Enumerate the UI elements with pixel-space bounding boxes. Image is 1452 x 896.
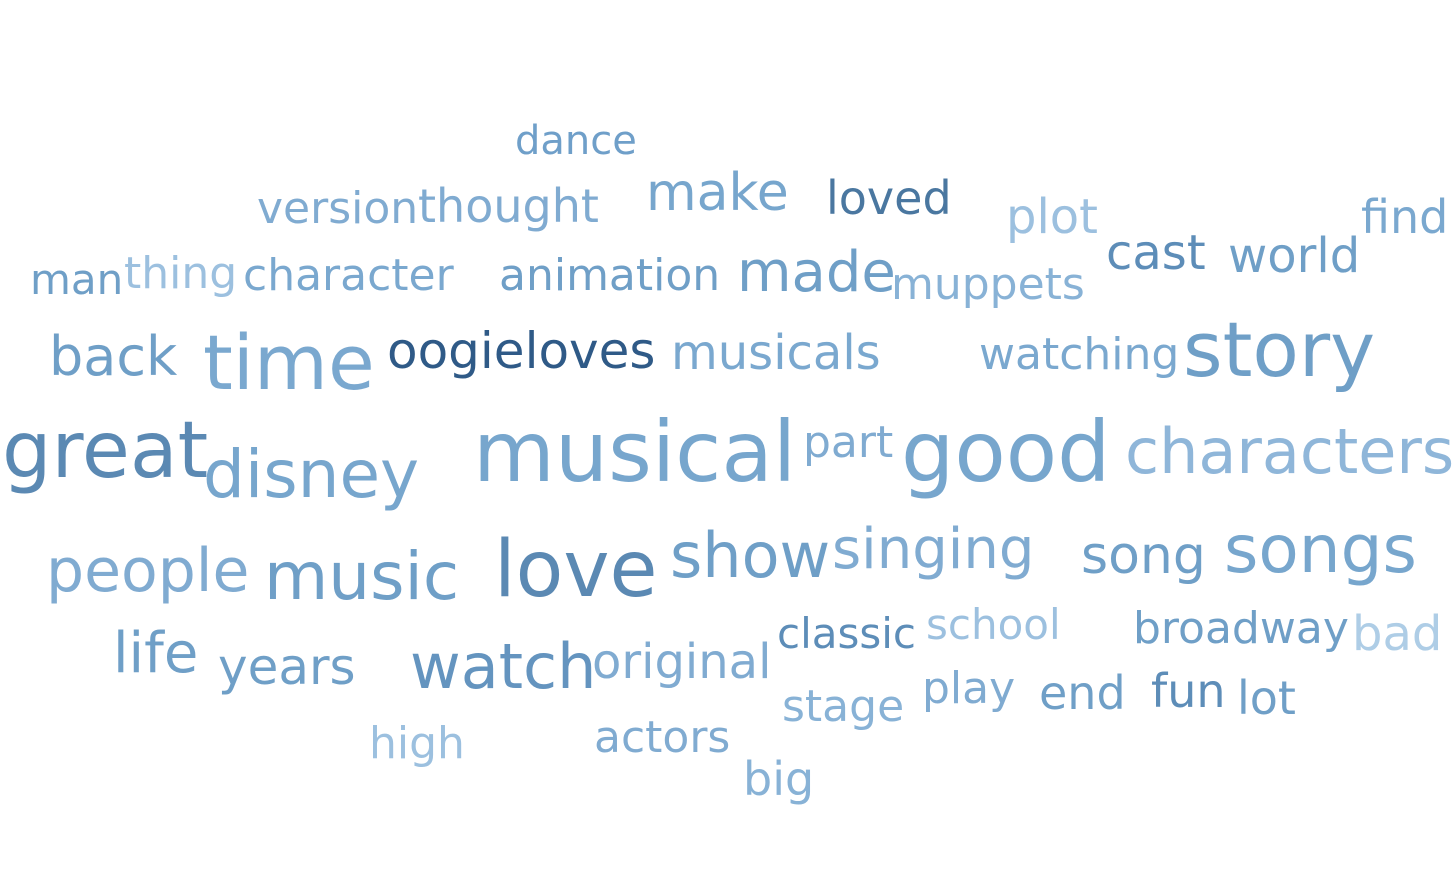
word-show: show [670,519,831,592]
word-characters: characters [1125,415,1452,488]
word-end: end [1039,666,1126,720]
word-oogieloves: oogieloves [387,322,656,380]
word-good: good [901,403,1111,501]
word-character: character [243,250,454,301]
word-classic: classic [777,609,917,658]
word-watch: watch [410,630,597,703]
word-broadway: broadway [1133,603,1349,654]
word-musical: musical [473,403,797,501]
word-man: man [30,255,124,304]
word-time: time [203,318,375,407]
word-part: part [803,417,894,468]
word-music: music [264,538,460,615]
word-story: story [1183,305,1376,394]
word-love: love [494,525,658,615]
word-play: play [922,663,1016,714]
word-animation: animation [499,250,721,301]
word-years: years [218,638,356,696]
word-find: find [1361,190,1449,244]
word-stage: stage [782,681,905,732]
word-original: original [592,634,772,690]
word-version: version [257,183,419,234]
word-thing: thing [124,248,238,299]
word-make: make [646,163,789,223]
word-bad: bad [1352,606,1443,662]
word-people: people [46,536,250,606]
word-actors: actors [594,712,731,763]
word-plot: plot [1006,189,1098,245]
word-musicals: musicals [671,325,881,381]
word-back: back [49,325,178,388]
word-singing: singing [832,517,1035,582]
word-lot: lot [1237,671,1296,725]
word-world: world [1228,228,1361,284]
word-high: high [369,718,465,769]
word-cast: cast [1106,225,1206,281]
word-disney: disney [203,436,420,513]
word-school: school [926,600,1061,649]
word-watching: watching [979,329,1180,380]
word-life: life [113,621,199,686]
word-songs: songs [1224,511,1417,588]
word-big: big [743,752,815,806]
word-great: great [2,406,209,496]
word-made: made [737,240,896,305]
word-loved: loved [826,171,952,225]
word-song: song [1081,526,1206,586]
word-muppets: muppets [891,259,1085,310]
word-fun: fun [1151,664,1226,718]
word-thought: thought [418,179,599,233]
word-dance: dance [515,118,637,164]
